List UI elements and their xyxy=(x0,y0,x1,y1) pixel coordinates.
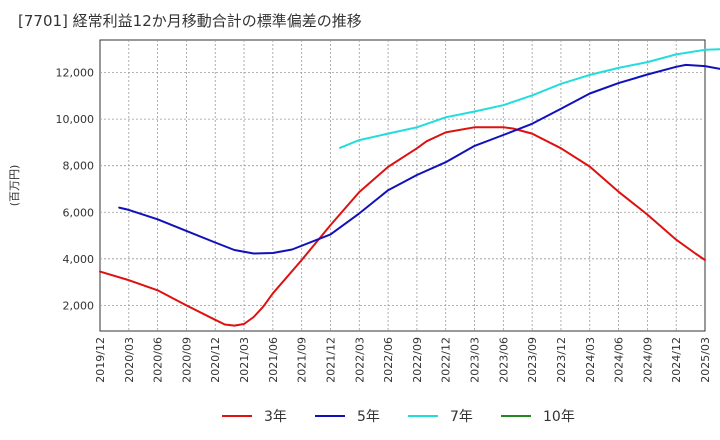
legend-swatch xyxy=(315,415,345,417)
legend-item: 7年 xyxy=(408,404,473,428)
x-tick-label: 2024/12 xyxy=(670,337,683,383)
legend-label: 7年 xyxy=(450,409,473,425)
series-layer xyxy=(99,48,720,327)
series-line-7年 xyxy=(339,48,720,149)
x-tick-label: 2021/03 xyxy=(238,337,251,383)
x-tick-label: 2023/06 xyxy=(497,337,510,383)
legend-swatch xyxy=(501,415,531,417)
x-tick-label: 2022/12 xyxy=(440,337,453,383)
y-tick-label: 2,000 xyxy=(63,299,95,312)
x-tick-label: 2020/12 xyxy=(209,337,222,383)
series-line-5年 xyxy=(118,63,720,255)
y-tick-label: 12,000 xyxy=(56,67,95,80)
x-tick-label: 2020/09 xyxy=(180,337,193,383)
x-tick-label: 2024/09 xyxy=(641,337,654,383)
x-tick-label: 2023/09 xyxy=(526,337,539,383)
x-tick-label: 2022/06 xyxy=(382,337,395,383)
x-tick-label: 2021/06 xyxy=(267,337,280,383)
y-axis-label: (百万円) xyxy=(8,165,21,207)
legend: 3年 5年 7年 10年 xyxy=(0,404,720,428)
legend-item: 3年 xyxy=(222,404,287,428)
y-tick-label: 8,000 xyxy=(63,160,95,173)
x-tick-label: 2025/03 xyxy=(699,337,712,383)
x-tick-label: 2021/09 xyxy=(296,337,309,383)
grid-layer xyxy=(100,40,705,331)
y-tick-label: 4,000 xyxy=(63,253,95,266)
x-tick-label: 2023/03 xyxy=(469,337,482,383)
x-tick-label: 2024/03 xyxy=(584,337,597,383)
legend-item: 5年 xyxy=(315,404,380,428)
axis-layer: 2019/12 2020/03 2020/06 2020/09 2020/12 2021/… xyxy=(56,67,713,383)
legend-label: 3年 xyxy=(264,409,287,425)
legend-label: 5年 xyxy=(357,409,380,425)
x-tick-label: 2022/09 xyxy=(411,337,424,383)
x-tick-label: 2024/06 xyxy=(613,337,626,383)
x-tick-label: 2023/12 xyxy=(555,337,568,383)
legend-item: 10年 xyxy=(501,404,575,428)
legend-swatch xyxy=(222,415,252,417)
series-line-3年 xyxy=(99,126,706,327)
x-tick-label: 2020/03 xyxy=(123,337,136,383)
legend-swatch xyxy=(408,415,438,417)
x-tick-label: 2022/03 xyxy=(353,337,366,383)
x-tick-label: 2020/06 xyxy=(152,337,165,383)
x-tick-label: 2021/12 xyxy=(324,337,337,383)
chart-title: [7701] 経常利益12か月移動合計の標準偏差の推移 xyxy=(18,12,362,30)
legend-label: 10年 xyxy=(543,409,575,425)
y-tick-label: 6,000 xyxy=(63,206,95,219)
x-tick-label: 2019/12 xyxy=(94,337,107,383)
y-tick-label: 10,000 xyxy=(56,113,95,126)
